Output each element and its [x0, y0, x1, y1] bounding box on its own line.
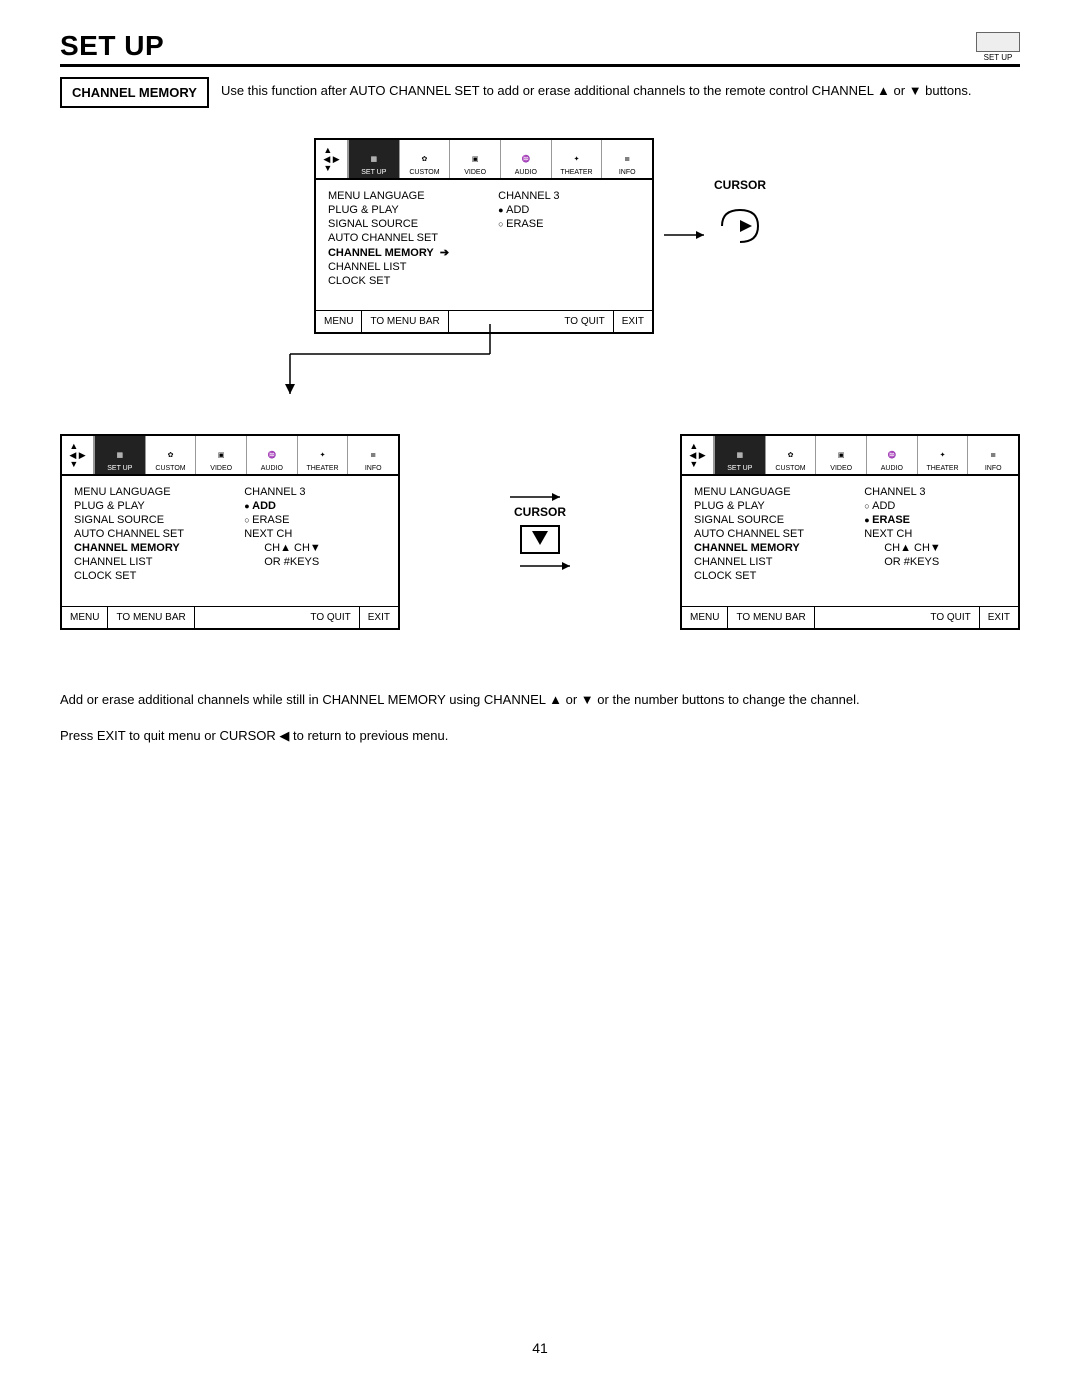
tab-video: ▣VIDEO — [195, 436, 246, 474]
tab-info: ≣INFO — [601, 140, 652, 178]
header-setup-icon-box: SET UP — [976, 32, 1020, 62]
section-label-box: CHANNEL MEMORY — [60, 77, 209, 108]
cursor-right-icon — [718, 204, 762, 251]
footer-menu: MENU — [62, 607, 108, 628]
tab-video: ▣VIDEO — [449, 140, 500, 178]
tab-video: ▣VIDEO — [815, 436, 866, 474]
hint-num-keys: OR #KEYS — [864, 556, 1006, 568]
tab-theater: ✦THEATER — [917, 436, 968, 474]
option-add-selected: ADD — [244, 500, 386, 512]
menu-item-selected: CHANNEL MEMORY — [694, 542, 864, 554]
tab-setup: ▦SET UP — [714, 436, 765, 474]
tab-info: ≣INFO — [967, 436, 1018, 474]
menu-item: CLOCK SET — [328, 275, 498, 287]
footer-to-menu-bar: TO MENU BAR — [728, 607, 814, 628]
tab-custom: ✿CUSTOM — [399, 140, 450, 178]
tab-setup: ▦SET UP — [94, 436, 145, 474]
menu-item: CHANNEL LIST — [694, 556, 864, 568]
tab-nav-arrows: ▲◀ ▶▼ — [316, 140, 348, 178]
menu-item: MENU LANGUAGE — [694, 486, 864, 498]
cursor-label: CURSOR — [510, 505, 570, 519]
tab-theater: ✦THEATER — [551, 140, 602, 178]
option-erase: ERASE — [498, 218, 640, 230]
menu-item: AUTO CHANNEL SET — [74, 528, 244, 540]
option-erase-selected: ERASE — [864, 514, 1006, 526]
menu-item: MENU LANGUAGE — [74, 486, 244, 498]
channel-indicator: CHANNEL 3 — [498, 190, 640, 202]
tab-nav-arrows: ▲◀ ▶▼ — [62, 436, 94, 474]
next-ch: NEXT CH — [864, 528, 1006, 540]
tab-info: ≣INFO — [347, 436, 398, 474]
tab-audio: ♒AUDIO — [866, 436, 917, 474]
instruction-paragraph-2: Press EXIT to quit menu or CURSOR ◀ to r… — [60, 726, 1020, 746]
menu-item: PLUG & PLAY — [694, 500, 864, 512]
cursor-right-block: CURSOR — [714, 178, 766, 251]
menu-item: CLOCK SET — [694, 570, 864, 582]
cursor-down-icon — [520, 525, 560, 554]
section-intro: Use this function after AUTO CHANNEL SET… — [221, 77, 971, 101]
tab-audio: ♒AUDIO — [500, 140, 551, 178]
cursor-down-block: CURSOR — [510, 491, 570, 574]
menu-item: PLUG & PLAY — [328, 204, 498, 216]
menu-item: CHANNEL LIST — [74, 556, 244, 568]
menu-screen-3: ▲◀ ▶▼ ▦SET UP ✿CUSTOM ▣VIDEO ♒AUDIO ✦THE… — [680, 434, 1020, 630]
footer-to-menu-bar: TO MENU BAR — [108, 607, 194, 628]
footer-to-quit: TO QUIT — [922, 607, 979, 628]
menu-item-selected: CHANNEL MEMORY ➔ — [328, 246, 498, 259]
tab-audio: ♒AUDIO — [246, 436, 297, 474]
setup-icon — [976, 32, 1020, 52]
tab-setup: ▦SET UP — [348, 140, 399, 178]
footer-exit: EXIT — [980, 607, 1018, 628]
menu-tab-bar: ▲◀ ▶▼ ▦SET UP ✿CUSTOM ▣VIDEO ♒AUDIO ✦THE… — [316, 140, 652, 180]
menu-item: AUTO CHANNEL SET — [694, 528, 864, 540]
tab-custom: ✿CUSTOM — [145, 436, 196, 474]
option-erase: ERASE — [244, 514, 386, 526]
footer-menu: MENU — [682, 607, 728, 628]
hint-ch-keys: CH▲ CH▼ — [864, 542, 1006, 554]
menu-item: SIGNAL SOURCE — [74, 514, 244, 526]
setup-icon-label: SET UP — [976, 53, 1020, 62]
channel-indicator: CHANNEL 3 — [244, 486, 386, 498]
menu-item: PLUG & PLAY — [74, 500, 244, 512]
page-title: SET UP — [60, 30, 164, 62]
page-number: 41 — [0, 1340, 1080, 1356]
next-ch: NEXT CH — [244, 528, 386, 540]
menu-screen-1: ▲◀ ▶▼ ▦SET UP ✿CUSTOM ▣VIDEO ♒AUDIO ✦THE… — [314, 138, 654, 334]
option-add: ADD — [498, 204, 640, 216]
menu-screen-2: ▲◀ ▶▼ ▦SET UP ✿CUSTOM ▣VIDEO ♒AUDIO ✦THE… — [60, 434, 400, 630]
menu-item: CHANNEL LIST — [328, 261, 498, 273]
menu-item: AUTO CHANNEL SET — [328, 232, 498, 244]
tab-custom: ✿CUSTOM — [765, 436, 816, 474]
menu-item: CLOCK SET — [74, 570, 244, 582]
channel-indicator: CHANNEL 3 — [864, 486, 1006, 498]
menu-item: SIGNAL SOURCE — [328, 218, 498, 230]
footer-exit: EXIT — [360, 607, 398, 628]
option-add: ADD — [864, 500, 1006, 512]
tab-theater: ✦THEATER — [297, 436, 348, 474]
menu-item: MENU LANGUAGE — [328, 190, 498, 202]
instruction-paragraph-1: Add or erase additional channels while s… — [60, 690, 1020, 710]
cursor-label: CURSOR — [714, 178, 766, 192]
hint-num-keys: OR #KEYS — [244, 556, 386, 568]
menu-item-selected: CHANNEL MEMORY — [74, 542, 244, 554]
menu-item: SIGNAL SOURCE — [694, 514, 864, 526]
footer-to-quit: TO QUIT — [302, 607, 359, 628]
tab-nav-arrows: ▲◀ ▶▼ — [682, 436, 714, 474]
hint-ch-keys: CH▲ CH▼ — [244, 542, 386, 554]
